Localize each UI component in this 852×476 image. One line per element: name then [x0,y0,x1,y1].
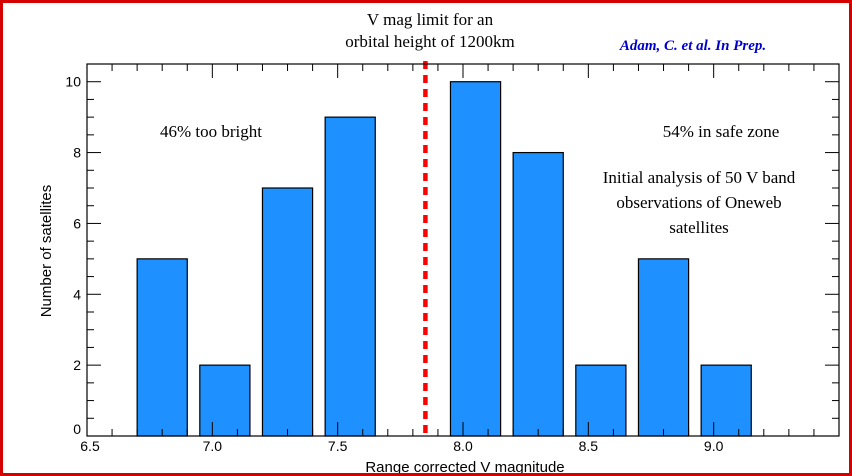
histogram-bar-8 [637,258,690,437]
y-tick-label: 2 [73,357,81,373]
histogram-bar-9 [700,364,752,437]
right-zone-label: 54% in safe zone [663,122,780,141]
histogram-bar-5 [449,81,502,437]
analysis-note-line-3: satellites [669,218,728,237]
histogram-bar-4 [324,116,376,437]
histogram-bar-6 [512,151,564,437]
histogram-chart: 6.5 7.0 7.5 8.0 8.5 9.0 0 2 4 6 8 10 V mag limit fo… [38,10,840,476]
x-tick-label: 6.5 [80,438,100,454]
y-axis-label: Number of satellites [38,185,55,318]
x-tick-label: 9.0 [704,438,724,454]
x-tick-label: 8.0 [453,438,473,454]
y-tick-label: 8 [73,145,81,161]
citation: Adam, C. et al. In Prep. [619,38,766,54]
left-zone-label: 46% too bright [160,122,262,141]
limit-label-line-2: orbital height of 1200km [345,32,515,51]
x-tick-label: 8.5 [579,438,599,454]
histogram-bar-1 [136,258,188,437]
y-tick-label: 6 [73,215,81,231]
histogram-bar-3 [261,187,314,437]
histogram-bar-7 [575,364,627,437]
y-tick-label: 10 [65,74,81,90]
y-tick-label: 0 [73,421,81,437]
analysis-note-line-1: Initial analysis of 50 V band [603,168,796,187]
limit-label-line-1: V mag limit for an [367,10,494,29]
analysis-note-line-2: observations of Oneweb [616,193,781,212]
x-tick-label: 7.0 [203,438,223,454]
x-tick-label: 7.5 [328,438,348,454]
x-axis-label: Range corrected V magnitude [365,459,564,476]
y-tick-label: 4 [73,286,81,302]
histogram-bar-2 [199,364,251,437]
